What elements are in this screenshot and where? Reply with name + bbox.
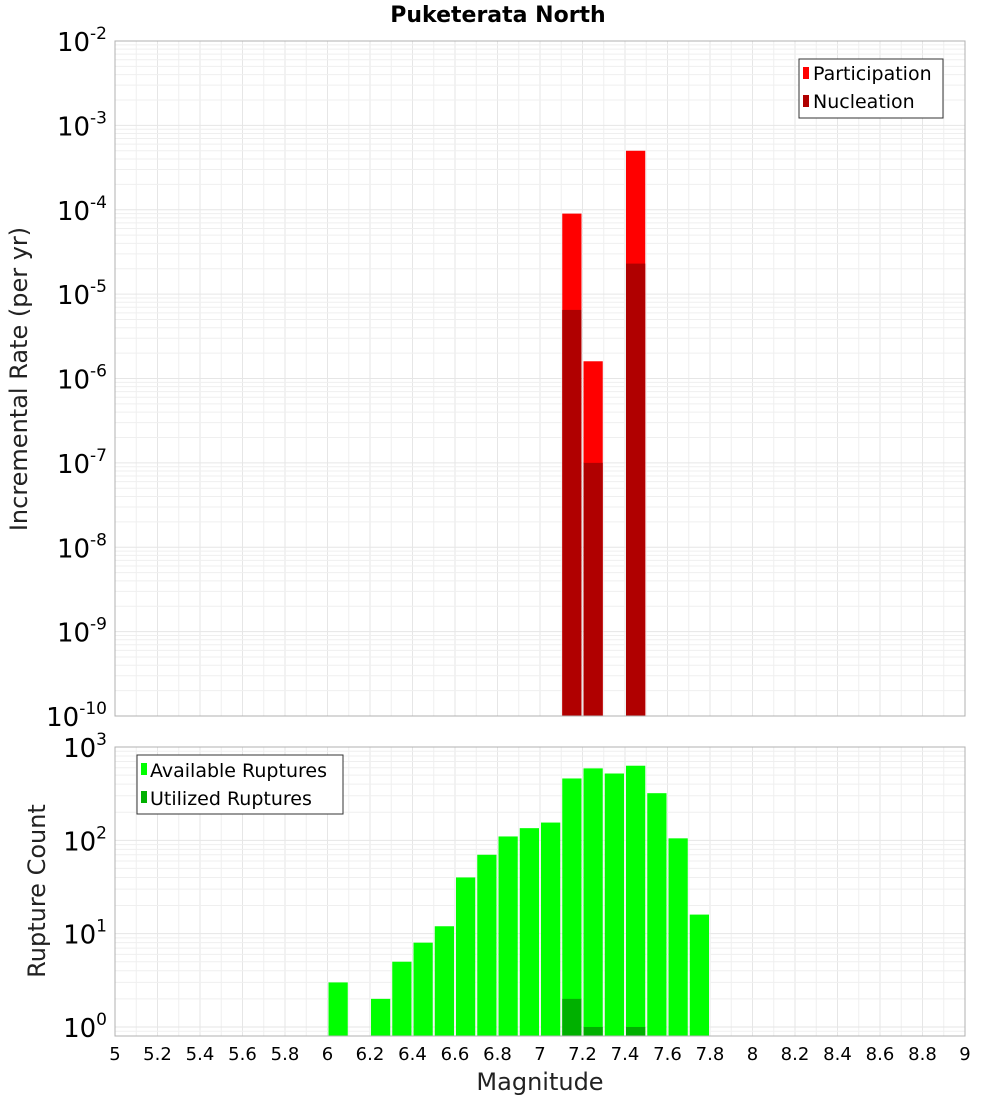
- bar-available-ruptures: [647, 793, 667, 1036]
- legend-swatch-utilized-ruptures: [141, 791, 147, 803]
- top-legend: Participation Nucleation: [798, 58, 944, 119]
- x-tick-label: 7: [534, 1044, 545, 1065]
- top-y-tick-label: 10-4: [57, 193, 107, 227]
- top-plot-frame: [114, 40, 966, 717]
- bottom-legend-box: [136, 754, 344, 815]
- bar-nucleation: [562, 309, 582, 716]
- x-tick-label: 6.6: [441, 1044, 470, 1065]
- top-y-tick-label: 10-9: [57, 615, 107, 649]
- x-tick-label: 5.8: [271, 1044, 300, 1065]
- bar-nucleation: [583, 462, 603, 716]
- bottom-y-axis-label: Rupture Count: [23, 804, 51, 978]
- x-tick-label: 8.2: [781, 1044, 810, 1065]
- bottom-plot-panel: 103 102 101 100 5 5.2 5.4 5.6 5.8 6 6.2 6.4 6.6 6.8 7…: [23, 730, 971, 1096]
- legend-label-utilized-ruptures: Utilized Ruptures: [150, 788, 312, 810]
- x-tick-label: 8.6: [866, 1044, 895, 1065]
- x-tick-label: 6.8: [483, 1044, 512, 1065]
- top-y-tick-label: 10-8: [57, 530, 107, 564]
- top-y-tick-label: 10-2: [57, 24, 107, 58]
- bottom-y-tick-label: 100: [63, 1010, 107, 1044]
- x-tick-label: 5.2: [143, 1044, 172, 1065]
- bar-available-ruptures: [413, 942, 433, 1036]
- x-tick-label: 5.6: [228, 1044, 257, 1065]
- legend-swatch-nucleation: [803, 95, 809, 107]
- x-tick-label: 7.8: [696, 1044, 725, 1065]
- top-y-axis-label: Incremental Rate (per yr): [5, 227, 33, 531]
- bar-available-ruptures: [371, 998, 391, 1036]
- bar-utilized-ruptures: [562, 998, 582, 1036]
- x-tick-label: 8.8: [908, 1044, 937, 1065]
- x-tick-label: 6: [322, 1044, 333, 1065]
- bar-available-ruptures: [498, 836, 518, 1036]
- top-y-tick-label: 10-3: [57, 108, 107, 142]
- bar-available-ruptures: [477, 854, 497, 1036]
- bar-nucleation: [626, 263, 646, 716]
- bar-available-ruptures: [328, 982, 348, 1036]
- top-y-tick-label: 10-10: [46, 699, 107, 733]
- legend-label-nucleation: Nucleation: [813, 91, 915, 113]
- x-tick-label: 6.2: [356, 1044, 385, 1065]
- x-tick-label: 9: [959, 1044, 970, 1065]
- x-tick-label: 7.6: [653, 1044, 682, 1065]
- bar-available-ruptures: [583, 768, 603, 1036]
- top-y-tick-label: 10-6: [57, 362, 107, 396]
- x-axis-label: Magnitude: [476, 1068, 603, 1096]
- bar-available-ruptures: [668, 838, 688, 1036]
- bar-available-ruptures: [541, 822, 561, 1036]
- x-tick-label: 7.4: [611, 1044, 640, 1065]
- bar-utilized-ruptures: [626, 1026, 646, 1036]
- x-tick-label: 6.4: [398, 1044, 427, 1065]
- bar-available-ruptures: [562, 778, 582, 1036]
- bottom-plot-frame: [114, 746, 966, 1037]
- bar-available-ruptures: [604, 773, 624, 1036]
- legend-label-available-ruptures: Available Ruptures: [150, 760, 327, 782]
- bottom-y-tick-label: 103: [63, 730, 107, 764]
- bar-available-ruptures: [626, 765, 646, 1036]
- top-legend-box: [798, 58, 944, 119]
- x-tick-label: 8: [747, 1044, 758, 1065]
- bar-available-ruptures: [434, 926, 454, 1036]
- bar-available-ruptures: [689, 914, 709, 1036]
- bottom-y-tick-label: 102: [63, 823, 107, 857]
- bar-available-ruptures: [456, 877, 476, 1036]
- legend-label-participation: Participation: [813, 63, 932, 85]
- bottom-y-tick-label: 101: [63, 917, 107, 951]
- x-tick-label: 5.4: [186, 1044, 215, 1065]
- legend-swatch-available-ruptures: [141, 763, 147, 775]
- x-tick-label: 8.4: [823, 1044, 852, 1065]
- bar-available-ruptures: [392, 961, 412, 1036]
- bar-available-ruptures: [519, 828, 539, 1036]
- top-y-tick-label: 10-7: [57, 446, 107, 480]
- top-plot-panel: 10-2 10-3 10-4 10-5 10-6 10-7 10-8 10-9 10-10 In…: [5, 24, 966, 733]
- bar-utilized-ruptures: [583, 1026, 603, 1036]
- x-tick-label: 7.2: [568, 1044, 597, 1065]
- bottom-legend: Available Ruptures Utilized Ruptures: [136, 754, 344, 815]
- chart-title: Puketerata North: [390, 3, 605, 28]
- legend-swatch-participation: [803, 67, 809, 79]
- top-y-tick-label: 10-5: [57, 277, 107, 311]
- x-tick-label: 5: [109, 1044, 120, 1065]
